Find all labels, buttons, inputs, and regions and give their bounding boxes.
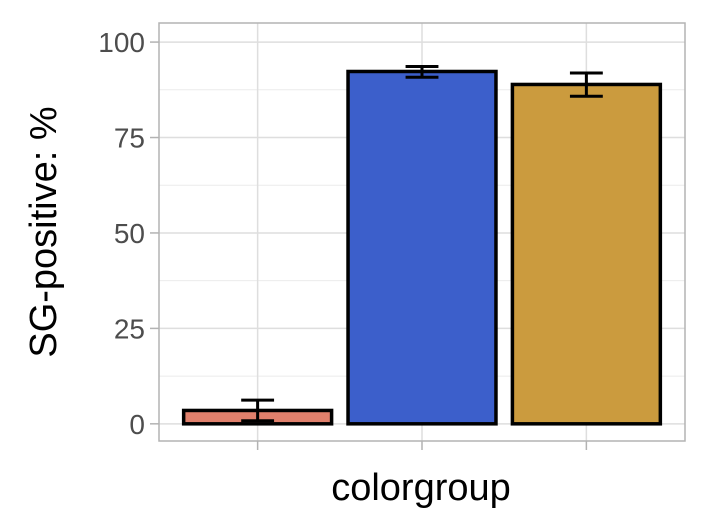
y-tick-label: 50 <box>114 218 145 249</box>
bars <box>181 69 663 426</box>
y-tick-label: 25 <box>114 313 145 344</box>
y-axis-title: SG-positive: % <box>23 106 65 357</box>
bar-2 <box>346 69 498 426</box>
error-bar-2 <box>405 65 439 79</box>
y-tick-label: 0 <box>129 409 145 440</box>
error-bar-1 <box>241 398 275 423</box>
error-bar-3 <box>569 71 603 98</box>
x-axis-title: colorgroup <box>331 467 511 509</box>
error-bars <box>241 65 603 423</box>
bar-3 <box>510 82 663 426</box>
axis-ticks: 0 25 50 75 100 <box>98 27 588 450</box>
y-tick-label: 100 <box>98 27 145 58</box>
y-tick-label: 75 <box>114 123 145 154</box>
